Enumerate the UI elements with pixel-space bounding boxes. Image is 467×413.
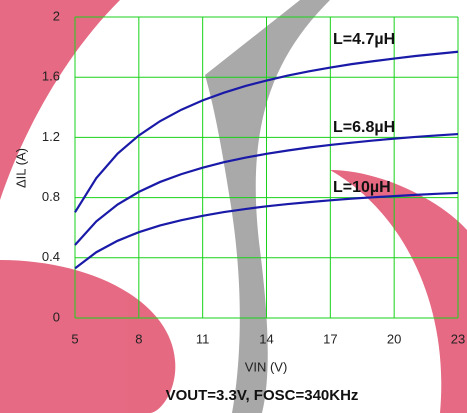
x-tick-label: 20 [387, 331, 401, 346]
x-tick-label: 14 [259, 331, 273, 346]
y-tick-label: 0.4 [42, 249, 60, 264]
watermark-shape [0, 0, 120, 200]
watermark-shape [205, 0, 330, 413]
series-label: L=4.7µH [333, 31, 395, 48]
x-tick-label: 23 [451, 331, 465, 346]
x-tick-label: 5 [71, 331, 78, 346]
plot-area: 0 0.4 0.8 1.2 1.6 2 5 8 11 14 17 20 23 L=4.7µH L=6.8µH… [42, 8, 465, 346]
y-tick-label: 1.2 [42, 129, 60, 144]
series-label: L=6.8µH [333, 119, 395, 136]
watermark-shape [0, 260, 176, 413]
caption: VOUT=3.3V, FOSC=340KHz [166, 387, 359, 404]
x-tick-label: 8 [135, 331, 142, 346]
y-tick-label: 0.8 [42, 189, 60, 204]
series-line [74, 132, 459, 246]
series-line [74, 191, 459, 270]
series-line [74, 50, 459, 213]
x-tick-label: 11 [196, 331, 210, 346]
y-tick-label: 0 [53, 309, 60, 324]
y-tick-label: 1.6 [42, 69, 60, 84]
watermark-shape [330, 170, 467, 413]
x-axis-label: VIN (V) [245, 359, 288, 374]
y-tick-label: 2 [53, 8, 60, 23]
x-tick-label: 17 [323, 331, 337, 346]
y-axis-label: ΔIL (A) [13, 148, 28, 188]
series-label: L=10µH [333, 179, 391, 196]
